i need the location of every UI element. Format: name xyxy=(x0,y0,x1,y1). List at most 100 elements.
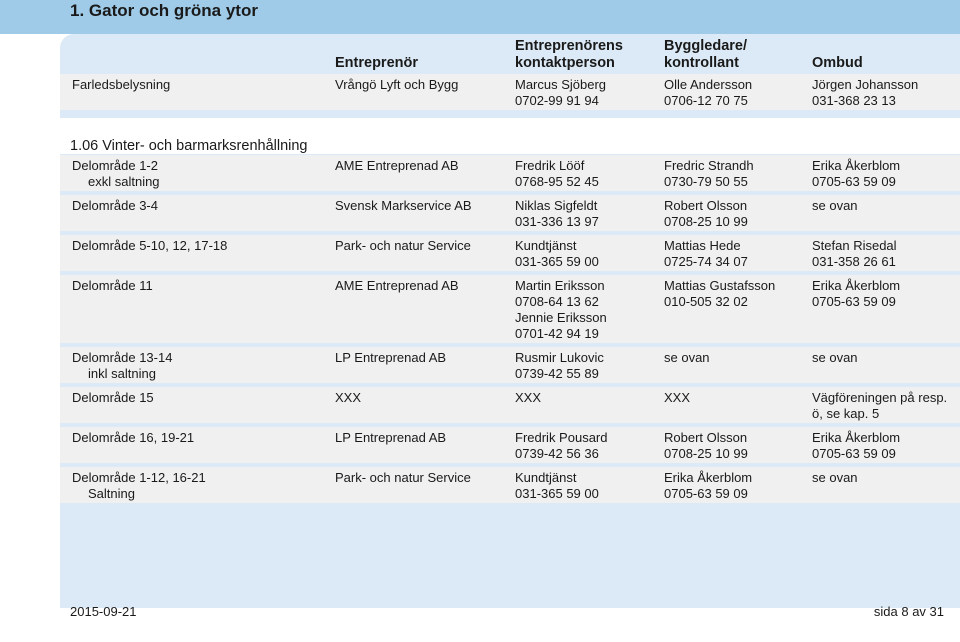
row-ombud: Vägföreningen på resp. ö, se kap. 5 xyxy=(812,390,947,422)
row-kontakt-line: Fredrik Lööf xyxy=(515,158,585,173)
table-row xyxy=(60,387,960,423)
row-byggledare: Mattias Hede 0725-74 34 07 xyxy=(664,238,748,270)
table-row xyxy=(60,155,960,191)
row-kontakt: Niklas Sigfeldt 031-336 13 97 xyxy=(515,198,599,230)
row-area: Delområde 1-12, 16-21 Saltning xyxy=(72,470,206,502)
top-row-kontakt-phone: 0702-99 91 94 xyxy=(515,93,599,108)
row-byggledare-line: 0725-74 34 07 xyxy=(664,254,748,269)
row-area-line: Delområde 13-14 xyxy=(72,350,173,365)
page-title: 1. Gator och gröna ytor xyxy=(70,1,258,20)
row-byggledare-line: Mattias Gustafsson xyxy=(664,278,776,293)
row-kontakt-line: Kundtjänst xyxy=(515,238,577,253)
row-ombud: Erika Åkerblom 0705-63 59 09 xyxy=(812,158,900,190)
row-kontakt-line: 0768-95 52 45 xyxy=(515,174,599,189)
row-kontakt-line: 031-365 59 00 xyxy=(515,254,599,269)
row-kontakt-line: Fredrik Pousard xyxy=(515,430,608,445)
row-entreprenor-line: AME Entreprenad AB xyxy=(335,158,459,173)
header-kontakt-line2: kontaktperson xyxy=(515,55,615,71)
row-kontakt-line: XXX xyxy=(515,390,542,405)
row-byggledare: se ovan xyxy=(664,350,710,366)
row-entreprenor-line: Park- och natur Service xyxy=(335,470,471,485)
table-row xyxy=(60,235,960,271)
row-entreprenor: Svensk Markservice AB xyxy=(335,198,472,214)
row-area-line: Saltning xyxy=(88,486,135,501)
table-row xyxy=(60,347,960,383)
section-strip xyxy=(60,118,960,154)
header-byggledare: Byggledare/ kontrollant xyxy=(664,38,747,72)
row-entreprenor-line: AME Entreprenad AB xyxy=(335,278,459,293)
row-area-line: Delområde 11 xyxy=(72,278,153,293)
section-title: 1.06 Vinter- och barmarksrenhållning xyxy=(70,138,308,154)
header-kontakt-line1: Entreprenörens xyxy=(515,38,623,54)
row-entreprenor: LP Entreprenad AB xyxy=(335,430,446,446)
row-kontakt-line: 031-336 13 97 xyxy=(515,214,599,229)
row-area: Delområde 16, 19-21 xyxy=(72,430,194,446)
table-row xyxy=(60,195,960,231)
row-ombud-line: 0705-63 59 09 xyxy=(812,294,896,309)
row-byggledare: Robert Olsson 0708-25 10 99 xyxy=(664,198,748,230)
row-ombud: se ovan xyxy=(812,470,858,486)
table-row xyxy=(60,275,960,343)
row-entreprenor: Park- och natur Service xyxy=(335,470,471,486)
row-kontakt-line: Jennie Eriksson xyxy=(515,310,607,325)
row-kontakt-line: Kundtjänst xyxy=(515,470,577,485)
row-kontakt-line: 0739-42 56 36 xyxy=(515,446,599,461)
row-area: Delområde 1-2 exkl saltning xyxy=(72,158,160,190)
row-ombud: Erika Åkerblom 0705-63 59 09 xyxy=(812,430,900,462)
row-ombud-line: Erika Åkerblom xyxy=(812,278,901,293)
row-entreprenor: Park- och natur Service xyxy=(335,238,471,254)
row-byggledare-line: se ovan xyxy=(664,350,710,365)
row-kontakt: Kundtjänst 031-365 59 00 xyxy=(515,470,599,502)
row-byggledare-line: 0708-25 10 99 xyxy=(664,446,748,461)
footer-page-number: sida 8 av 31 xyxy=(873,604,944,619)
header-kontakt: Entreprenörens kontaktperson xyxy=(515,38,623,72)
row-kontakt-line: Rusmir Lukovic xyxy=(515,350,604,365)
row-byggledare: XXX xyxy=(664,390,690,406)
row-area-line: Delområde 15 xyxy=(72,390,154,405)
row-kontakt: XXX xyxy=(515,390,541,406)
row-kontakt: Kundtjänst 031-365 59 00 xyxy=(515,238,599,270)
top-row-band xyxy=(60,74,960,110)
row-ombud: Erika Åkerblom 0705-63 59 09 xyxy=(812,278,900,310)
row-byggledare-line: Robert Olsson xyxy=(664,198,748,213)
row-ombud-line: se ovan xyxy=(812,470,858,485)
row-entreprenor-line: LP Entreprenad AB xyxy=(335,430,447,445)
row-byggledare-line: Fredric Strandh xyxy=(664,158,754,173)
row-area: Delområde 11 xyxy=(72,278,153,294)
row-ombud-line: 0705-63 59 09 xyxy=(812,174,896,189)
row-byggledare-line: Mattias Hede xyxy=(664,238,741,253)
row-ombud-line: ö, se kap. 5 xyxy=(812,406,880,421)
row-entreprenor-line: Park- och natur Service xyxy=(335,238,471,253)
row-kontakt: Rusmir Lukovic 0739-42 55 89 xyxy=(515,350,604,382)
row-area-line: Delområde 16, 19-21 xyxy=(72,430,195,445)
row-byggledare-line: 0708-25 10 99 xyxy=(664,214,748,229)
row-area: Delområde 13-14 inkl saltning xyxy=(72,350,172,382)
header-ombud: Ombud xyxy=(812,55,863,71)
row-ombud-line: Vägföreningen på resp. xyxy=(812,390,948,405)
footer-date: 2015-09-21 xyxy=(70,604,137,619)
row-ombud: Stefan Risedal 031-358 26 61 xyxy=(812,238,897,270)
row-byggledare: Erika Åkerblom 0705-63 59 09 xyxy=(664,470,752,502)
table-row xyxy=(60,467,960,503)
row-entreprenor-line: LP Entreprenad AB xyxy=(335,350,447,365)
row-area-line: Delområde 5-10, 12, 17-18 xyxy=(72,238,228,253)
header-byggledare-line2: kontrollant xyxy=(664,55,739,71)
top-row-ombud-name: Jörgen Johansson xyxy=(812,77,919,92)
row-area: Delområde 3-4 xyxy=(72,198,158,214)
top-row-kontakt-name: Marcus Sjöberg xyxy=(515,77,607,92)
table-row xyxy=(60,427,960,463)
row-kontakt-line: 0708-64 13 62 xyxy=(515,294,599,309)
top-row-byggledare: Olle Andersson 0706-12 70 75 xyxy=(664,77,752,109)
title-bar: 1. Gator och gröna ytor xyxy=(0,0,960,34)
row-byggledare: Mattias Gustafsson 010-505 32 02 xyxy=(664,278,775,310)
row-ombud-line: se ovan xyxy=(812,350,858,365)
row-area-line: exkl saltning xyxy=(88,174,160,189)
row-kontakt: Fredrik Lööf 0768-95 52 45 xyxy=(515,158,599,190)
row-byggledare-line: XXX xyxy=(664,390,691,405)
row-ombud-line: Erika Åkerblom xyxy=(812,430,901,445)
row-area: Delområde 15 xyxy=(72,390,154,406)
row-ombud-line: 031-358 26 61 xyxy=(812,254,896,269)
row-byggledare-line: 010-505 32 02 xyxy=(664,294,748,309)
row-byggledare: Fredric Strandh 0730-79 50 55 xyxy=(664,158,754,190)
row-kontakt: Martin Eriksson 0708-64 13 62 Jennie Eriks… xyxy=(515,278,607,342)
